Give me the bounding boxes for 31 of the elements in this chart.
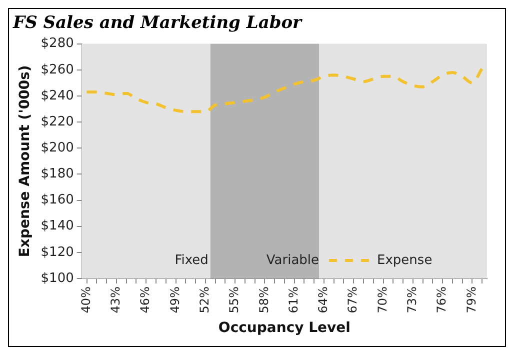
x-axis-title: Occupancy Level [218, 320, 350, 336]
y-axis-title: Expense Amount ('000s) [17, 65, 34, 258]
x-tick-label: 46% [138, 286, 152, 314]
line-series [85, 67, 484, 114]
x-tick-label: 40% [78, 286, 93, 314]
y-tick-label: $100 [40, 270, 74, 286]
x-tick-label: 79% [464, 286, 478, 314]
y-tick-label: $120 [40, 244, 74, 260]
band-label: Fixed [174, 252, 208, 268]
x-tick-label: 70% [375, 286, 390, 314]
y-tick-label: $280 [40, 36, 74, 52]
x-tick-label: 64% [316, 286, 330, 314]
y-tick-label: $160 [40, 192, 74, 208]
x-tick-label: 61% [286, 286, 300, 314]
y-tick-label: $220 [40, 114, 74, 130]
y-tick-label: $200 [40, 140, 74, 156]
y-tick-label: $260 [40, 62, 74, 78]
y-tick-label: $180 [40, 166, 74, 182]
x-tick-label: 58% [256, 286, 271, 314]
chart-title: FS Sales and Marketing Labor [13, 13, 304, 33]
x-tick-label: 55% [227, 286, 242, 314]
x-tick-label: 67% [346, 286, 360, 314]
legend-label: Expense [377, 252, 432, 268]
band-label: Variable [266, 252, 320, 268]
y-tick-label: $240 [40, 88, 74, 104]
x-tick-label: 52% [198, 286, 212, 314]
x-tick-label: 73% [405, 286, 420, 314]
y-tick-label: $140 [40, 218, 74, 234]
x-tick-label: 43% [108, 286, 123, 314]
x-tick-label: 49% [168, 286, 182, 314]
x-tick-label: 76% [434, 286, 449, 314]
